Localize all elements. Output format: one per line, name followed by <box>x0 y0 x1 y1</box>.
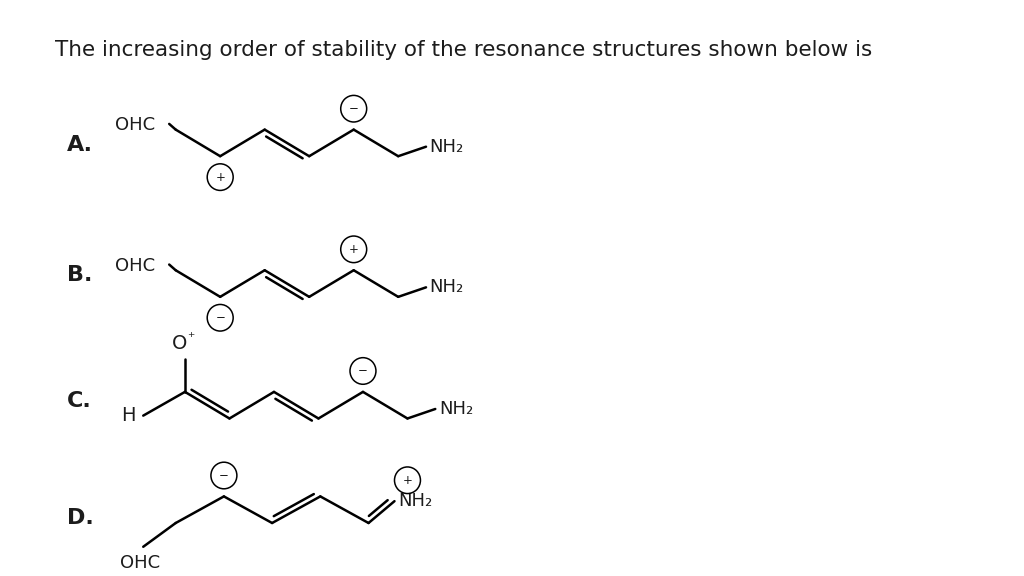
Text: H: H <box>121 406 136 425</box>
Text: NH₂: NH₂ <box>430 138 464 156</box>
Text: +: + <box>349 243 358 256</box>
Text: −: − <box>215 311 225 324</box>
Text: D.: D. <box>68 508 94 528</box>
Text: The increasing order of stability of the resonance structures shown below is: The increasing order of stability of the… <box>55 40 872 60</box>
Text: OHC: OHC <box>116 257 156 275</box>
Text: NH₂: NH₂ <box>439 400 473 418</box>
Text: OHC: OHC <box>116 116 156 134</box>
Text: −: − <box>349 102 358 115</box>
Text: A.: A. <box>68 135 93 155</box>
Text: OHC: OHC <box>120 554 160 573</box>
Text: O: O <box>172 334 187 353</box>
Text: −: − <box>358 365 368 377</box>
Text: +: + <box>402 473 413 487</box>
Text: −: − <box>219 469 228 482</box>
Text: ⁺: ⁺ <box>187 331 195 346</box>
Text: B.: B. <box>68 265 92 285</box>
Text: +: + <box>215 170 225 184</box>
Text: NH₂: NH₂ <box>430 278 464 296</box>
Text: NH₂: NH₂ <box>398 492 432 510</box>
Text: C.: C. <box>68 391 92 411</box>
